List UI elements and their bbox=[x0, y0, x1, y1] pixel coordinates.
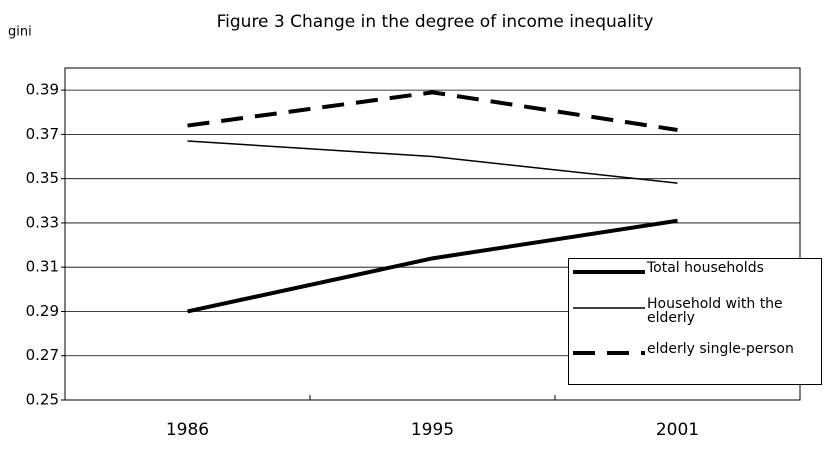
y-tick-label: 0.35 bbox=[26, 169, 59, 187]
y-tick-label: 0.25 bbox=[26, 391, 59, 409]
chart-title: Figure 3 Change in the degree of income … bbox=[217, 12, 654, 32]
series-line bbox=[187, 90, 678, 132]
y-tick-label: 0.39 bbox=[26, 81, 59, 99]
legend-label: Total households bbox=[647, 260, 764, 276]
x-tick-label: 1995 bbox=[411, 420, 454, 440]
legend-swatch bbox=[573, 351, 645, 355]
series-line bbox=[187, 218, 678, 314]
legend-label: Household with the elderly bbox=[647, 296, 783, 326]
y-tick-label: 0.37 bbox=[26, 125, 59, 143]
legend: Total households Household with the elder… bbox=[568, 258, 822, 385]
series-line bbox=[187, 140, 678, 184]
x-tick-label: 2001 bbox=[656, 420, 699, 440]
legend-label: elderly single-person bbox=[647, 341, 794, 357]
y-tick-label: 0.31 bbox=[26, 258, 59, 276]
y-tick-label: 0.27 bbox=[26, 346, 59, 364]
y-axis-label: gini bbox=[8, 25, 32, 40]
y-tick-label: 0.33 bbox=[26, 213, 59, 231]
x-tick-label: 1986 bbox=[166, 420, 209, 440]
y-tick-label: 0.29 bbox=[26, 302, 59, 320]
legend-swatch bbox=[573, 307, 645, 309]
legend-swatch bbox=[573, 270, 645, 274]
